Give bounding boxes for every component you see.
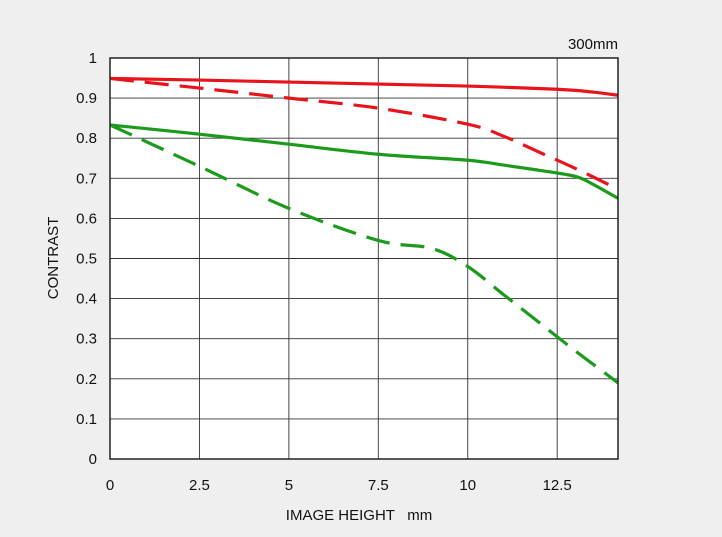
chart-title: 300mm (568, 36, 618, 53)
plot-frame (109, 57, 619, 460)
y-tick-label: 0.8 (76, 130, 97, 147)
y-tick-label: 0.1 (76, 411, 97, 428)
y-tick-label: 1 (89, 50, 97, 67)
tick-labels: 00.10.20.30.40.50.60.70.80.910 2.5 5 7.5 10 1… (76, 50, 572, 494)
green-solid-line (109, 123, 619, 200)
y-tick-label: 0 (89, 451, 97, 468)
x-tick-label: 5 (285, 477, 293, 494)
x-tick-label: 10 (459, 477, 476, 494)
series-group (109, 76, 619, 385)
x-tick-label: 12.5 (543, 477, 572, 494)
x-tick-label: 0 (106, 477, 114, 494)
x-tick-label: 7.5 (368, 477, 389, 494)
y-tick-label: 0.2 (76, 371, 97, 388)
y-tick-label: 0.6 (76, 210, 97, 227)
y-tick-label: 0.3 (76, 331, 97, 348)
y-tick-label: 0.7 (76, 170, 97, 187)
red-solid-line (109, 76, 619, 97)
green-dashed-line (109, 123, 619, 385)
y-tick-label: 0.5 (76, 251, 97, 268)
y-tick-label: 0.4 (76, 291, 97, 308)
x-axis-label: IMAGE HEIGHT mm (286, 507, 432, 524)
y-tick-label: 0.9 (76, 90, 97, 107)
x-tick-label: 2.5 (189, 477, 210, 494)
red-dashed-line (109, 76, 619, 191)
y-axis-label: CONTRAST (45, 217, 62, 300)
